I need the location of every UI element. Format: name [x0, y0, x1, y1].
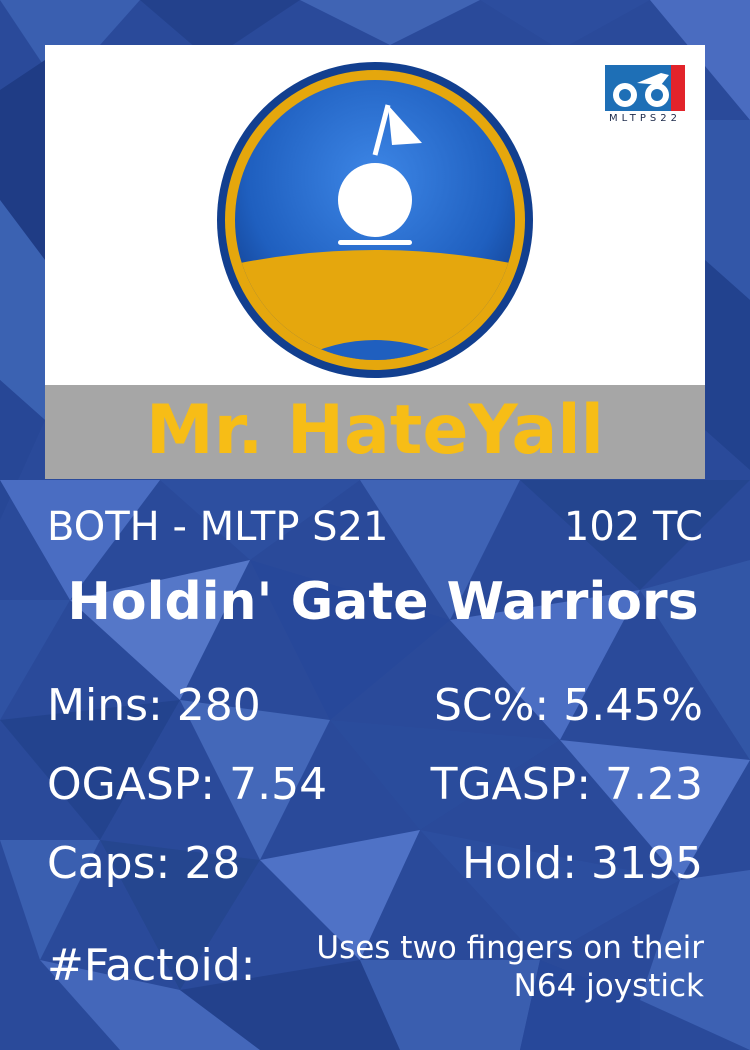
factoid-text: Uses two fingers on their N64 joystick: [316, 930, 704, 1004]
factoid-label: #Factoid:: [47, 940, 256, 991]
league-logo: MLTPS22: [601, 63, 689, 127]
mltp-logo-icon: [605, 65, 685, 111]
player-name: Mr. HateYall: [146, 391, 604, 470]
stat-caps: Caps: 28: [47, 838, 241, 889]
logo-panel: MLTPS22: [45, 45, 705, 385]
stat-sc-percent: SC%: 5.45%: [433, 680, 703, 731]
stat-ogasp: OGASP: 7.54: [47, 759, 328, 810]
team-name: Holdin' Gate Warriors: [67, 572, 699, 632]
league-logo-text: MLTPS22: [608, 113, 682, 124]
stat-mins: Mins: 280: [47, 680, 261, 731]
trading-card-value: 102 TC: [563, 504, 703, 550]
position-season: BOTH - MLTP S21: [47, 504, 389, 550]
golf-ball-flag-badge-icon: [217, 62, 533, 378]
player-name-band: Mr. HateYall: [45, 385, 705, 479]
stat-hold: Hold: 3195: [462, 838, 703, 889]
stat-tgasp: TGASP: 7.23: [430, 759, 703, 810]
